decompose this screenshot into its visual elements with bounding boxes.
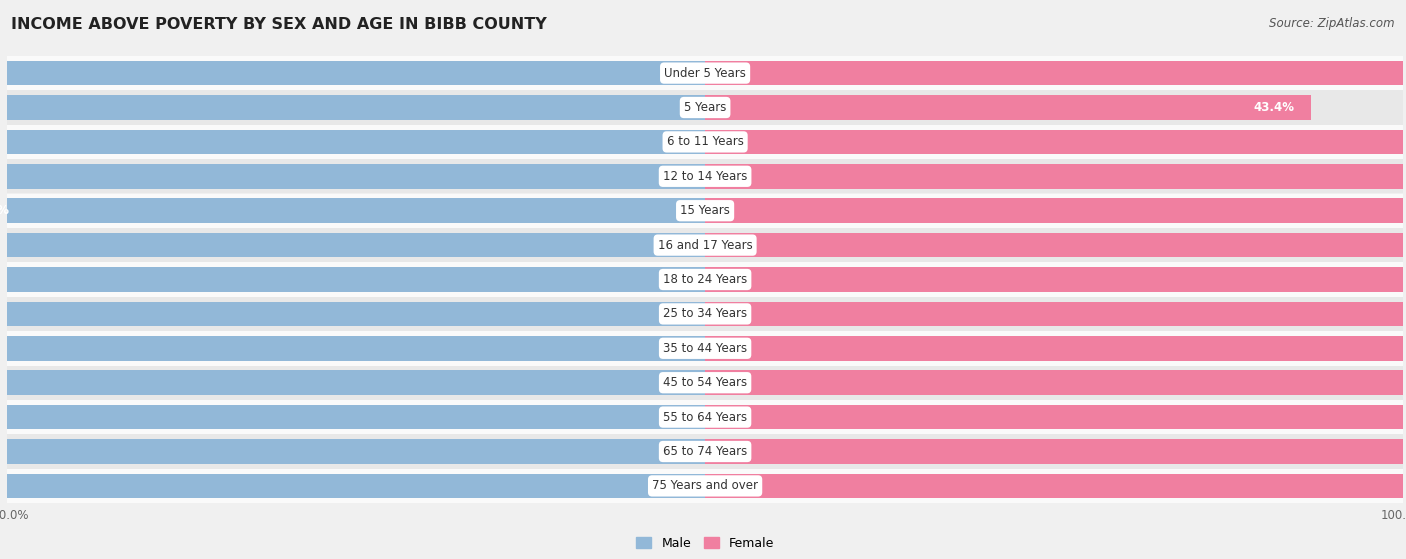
Bar	[0, 164, 706, 189]
Bar	[706, 95, 1310, 120]
Bar	[0, 198, 706, 223]
Text: 18 to 24 Years: 18 to 24 Years	[664, 273, 747, 286]
Bar	[7, 400, 1403, 434]
Bar	[7, 193, 1403, 228]
Text: 55 to 64 Years: 55 to 64 Years	[664, 411, 747, 424]
Bar	[7, 331, 1403, 366]
Bar	[7, 468, 1403, 503]
Bar	[7, 159, 1403, 193]
Bar	[706, 370, 1406, 395]
Text: 25 to 34 Years: 25 to 34 Years	[664, 307, 747, 320]
Bar	[7, 228, 1403, 262]
Bar	[0, 267, 704, 292]
Bar	[0, 95, 706, 120]
Bar	[706, 61, 1406, 86]
Text: 15 Years: 15 Years	[681, 204, 730, 217]
Bar	[706, 439, 1406, 464]
Bar	[0, 405, 704, 429]
Bar	[706, 473, 1406, 498]
Text: 45 to 54 Years: 45 to 54 Years	[664, 376, 747, 389]
Text: 65 to 74 Years: 65 to 74 Years	[664, 445, 747, 458]
Bar	[0, 130, 706, 154]
Text: 43.4%: 43.4%	[1253, 101, 1295, 114]
Bar	[0, 439, 704, 464]
Bar	[7, 56, 1403, 91]
Bar	[706, 198, 1406, 223]
Text: Source: ZipAtlas.com: Source: ZipAtlas.com	[1270, 17, 1395, 30]
Text: 16 and 17 Years: 16 and 17 Years	[658, 239, 752, 252]
Text: 75 Years and over: 75 Years and over	[652, 480, 758, 492]
Legend: Male, Female: Male, Female	[631, 532, 779, 555]
Text: Under 5 Years: Under 5 Years	[664, 67, 747, 79]
Text: 54.0%: 54.0%	[0, 204, 8, 217]
Bar	[706, 164, 1406, 189]
Bar	[0, 473, 706, 498]
Bar	[0, 336, 706, 361]
Bar	[706, 267, 1406, 292]
Bar	[7, 125, 1403, 159]
Bar	[706, 301, 1406, 326]
Bar	[706, 336, 1406, 361]
Text: 35 to 44 Years: 35 to 44 Years	[664, 342, 747, 355]
Bar	[7, 366, 1403, 400]
Bar	[0, 370, 706, 395]
Bar	[0, 301, 706, 326]
Bar	[7, 434, 1403, 468]
Text: 5 Years: 5 Years	[683, 101, 727, 114]
Bar	[7, 262, 1403, 297]
Text: 6 to 11 Years: 6 to 11 Years	[666, 135, 744, 148]
Text: 12 to 14 Years: 12 to 14 Years	[662, 170, 748, 183]
Bar	[706, 130, 1406, 154]
Bar	[706, 233, 1406, 258]
Bar	[0, 61, 706, 86]
Bar	[7, 297, 1403, 331]
Bar	[706, 405, 1406, 429]
Text: INCOME ABOVE POVERTY BY SEX AND AGE IN BIBB COUNTY: INCOME ABOVE POVERTY BY SEX AND AGE IN B…	[11, 17, 547, 32]
Bar	[7, 91, 1403, 125]
Bar	[0, 233, 706, 258]
